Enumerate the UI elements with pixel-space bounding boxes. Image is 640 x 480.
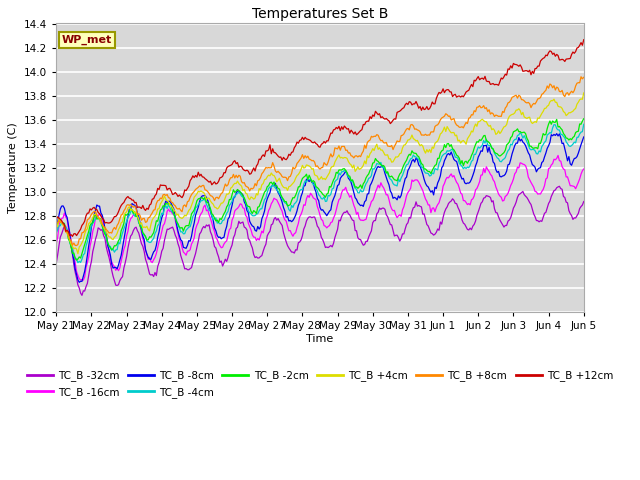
Line: TC_B -8cm: TC_B -8cm [56,133,584,282]
Text: WP_met: WP_met [61,35,112,45]
TC_B -2cm [396,171,404,177]
Y-axis label: Temperature (C): Temperature (C) [8,122,19,213]
TC_B +12cm [172,190,179,195]
TC_B -8cm [580,134,588,140]
TC_B +8cm [52,221,60,227]
TC_B -32cm [221,256,229,262]
TC_B -16cm [580,166,588,172]
TC_B -4cm [74,260,82,265]
TC_B +4cm [221,195,229,201]
TC_B +12cm [221,170,229,176]
Line: TC_B +8cm: TC_B +8cm [56,77,584,245]
TC_B +8cm [548,85,556,91]
TC_B -16cm [172,217,179,223]
Line: TC_B -4cm: TC_B -4cm [56,124,584,263]
Line: TC_B -2cm: TC_B -2cm [56,119,584,260]
Line: TC_B -16cm: TC_B -16cm [56,156,584,280]
TC_B +8cm [172,203,179,209]
TC_B +12cm [493,82,501,87]
TC_B -4cm [172,216,179,221]
TC_B -4cm [52,230,60,236]
TC_B +8cm [73,242,81,248]
TC_B -32cm [556,183,563,189]
TC_B -8cm [548,133,556,139]
TC_B -32cm [78,292,86,298]
TC_B -4cm [580,121,588,127]
TC_B +8cm [516,94,524,99]
TC_B -4cm [396,179,404,184]
Line: TC_B -32cm: TC_B -32cm [56,186,584,295]
TC_B +12cm [68,233,76,239]
TC_B +4cm [580,90,588,96]
TC_B -32cm [493,210,501,216]
TC_B -16cm [548,161,556,167]
TC_B +4cm [396,151,404,156]
TC_B -2cm [172,215,179,221]
TC_B +12cm [516,62,524,68]
TC_B -4cm [493,155,501,161]
TC_B +4cm [493,131,501,136]
TC_B +8cm [493,113,501,119]
Line: TC_B +12cm: TC_B +12cm [56,40,584,236]
TC_B -8cm [516,138,524,144]
TC_B -2cm [73,257,81,263]
TC_B -8cm [493,169,501,175]
TC_B +8cm [580,74,588,80]
TC_B -8cm [221,228,229,234]
TC_B -8cm [76,279,83,285]
TC_B -8cm [553,131,561,136]
TC_B +8cm [396,139,404,144]
TC_B -32cm [548,191,556,196]
Line: TC_B +4cm: TC_B +4cm [56,93,584,253]
TC_B +12cm [580,37,588,43]
TC_B -4cm [516,130,524,135]
TC_B +4cm [74,251,82,256]
TC_B +8cm [221,181,229,187]
TC_B -16cm [516,160,524,166]
TC_B -32cm [516,191,524,197]
TC_B -32cm [580,199,588,204]
TC_B -2cm [221,208,229,214]
TC_B +4cm [172,209,179,215]
TC_B -16cm [79,277,87,283]
TC_B -16cm [554,153,562,158]
TC_B -16cm [396,212,404,217]
TC_B -2cm [52,223,60,229]
TC_B +12cm [52,216,60,222]
TC_B +4cm [548,98,556,104]
TC_B +8cm [577,74,585,80]
TC_B -16cm [493,187,501,193]
Title: Temperatures Set B: Temperatures Set B [252,7,388,21]
TC_B -8cm [172,215,179,221]
TC_B -32cm [52,260,60,266]
TC_B -16cm [221,239,229,245]
TC_B -2cm [493,151,501,156]
TC_B +12cm [396,108,404,114]
TC_B -32cm [396,238,404,244]
X-axis label: Time: Time [307,334,333,344]
TC_B -32cm [172,232,179,238]
TC_B -2cm [516,129,524,134]
TC_B -8cm [396,195,404,201]
TC_B +4cm [516,108,524,113]
TC_B +4cm [52,221,60,227]
Legend: TC_B -32cm, TC_B -16cm, TC_B -8cm, TC_B -4cm, TC_B -2cm, TC_B +4cm, TC_B +8cm, T: TC_B -32cm, TC_B -16cm, TC_B -8cm, TC_B … [22,366,618,402]
TC_B -4cm [548,125,556,131]
TC_B -2cm [580,116,588,121]
TC_B -2cm [548,118,556,124]
TC_B -8cm [52,229,60,235]
TC_B -4cm [221,214,229,219]
TC_B -16cm [52,241,60,247]
TC_B +12cm [548,51,556,57]
